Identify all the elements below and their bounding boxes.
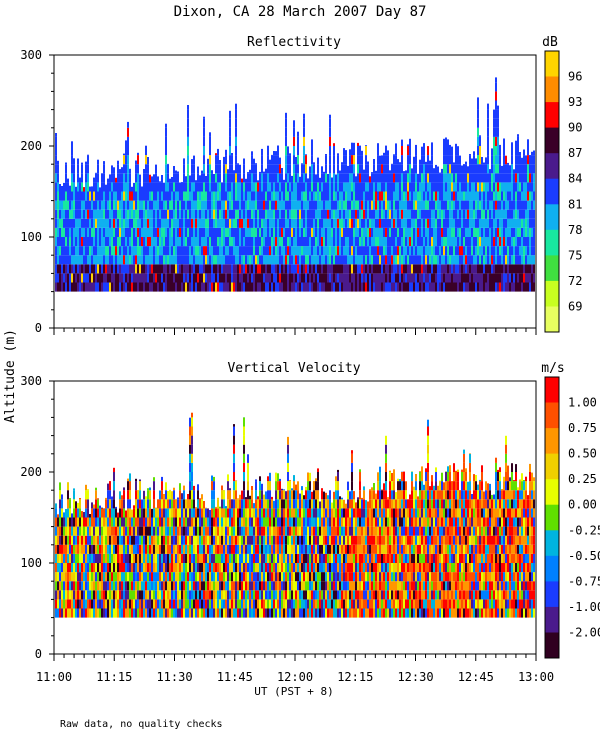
colorbar-swatch	[545, 153, 559, 180]
x-tick-label: 11:00	[36, 670, 72, 684]
x-tick-label: 12:15	[337, 670, 373, 684]
colorbar-label: 84	[568, 172, 582, 186]
colorbar-label: -0.25	[568, 523, 600, 537]
velocity-axes: 0 100 200 300 11:00 11:15 11:30 11:45 12:00 12:15…	[20, 374, 554, 684]
colorbar-frame	[544, 376, 560, 659]
colorbar-label: 93	[568, 95, 582, 109]
reflectivity-colorbar-unit: dB	[542, 35, 558, 50]
velocity-panel-title: Vertical Velocity	[227, 361, 360, 376]
colorbar-label: 75	[568, 248, 582, 262]
colorbar-label: -0.75	[568, 574, 600, 588]
colorbar-swatch	[545, 377, 559, 403]
velocity-colorbar-unit: m/s	[541, 361, 564, 376]
colorbar-swatch	[545, 428, 559, 455]
colorbar-swatch	[545, 402, 559, 429]
colorbar-swatch	[545, 453, 559, 480]
y-tick-label: 0	[35, 647, 42, 661]
velocity-colorbar: 1.00 0.75 0.50 0.25 0.00 -0.25 -0.50 -0.75 -1.00…	[544, 376, 600, 659]
x-tick-label: 11:30	[156, 670, 192, 684]
colorbar-label: -1.00	[568, 600, 600, 614]
y-tick-label: 0	[35, 321, 42, 335]
colorbar-swatch	[545, 632, 559, 659]
reflectivity-panel-title: Reflectivity	[247, 35, 341, 50]
colorbar-label: 81	[568, 197, 582, 211]
colorbar-label: -0.50	[568, 549, 600, 563]
colorbar-swatch	[545, 229, 559, 256]
colorbar-label: 72	[568, 274, 582, 288]
colorbar-swatch	[545, 530, 559, 557]
colorbar-label: -2.00	[568, 625, 600, 639]
colorbar-swatch	[545, 204, 559, 231]
colorbar-label: 87	[568, 146, 582, 160]
reflectivity-heatmap	[55, 77, 535, 292]
colorbar-swatch	[545, 127, 559, 154]
colorbar-label: 0.75	[568, 421, 597, 435]
y-axis-label: Altitude (m)	[3, 329, 18, 423]
y-tick-label: 300	[20, 374, 42, 388]
colorbar-label: 96	[568, 70, 582, 84]
reflectivity-colorbar: 96 93 90 87 84 81 78 75 72 69	[544, 50, 582, 333]
colorbar-label: 90	[568, 121, 582, 135]
colorbar-label: 0.00	[568, 498, 597, 512]
velocity-heatmap	[55, 412, 535, 618]
colorbar-swatch	[545, 479, 559, 506]
x-tick-label: 12:45	[458, 670, 494, 684]
y-tick-label: 100	[20, 230, 42, 244]
colorbar-swatch	[545, 102, 559, 129]
y-tick-label: 300	[20, 48, 42, 62]
colorbar-swatch	[545, 255, 559, 282]
colorbar-swatch	[545, 51, 559, 77]
colorbar-label: 1.00	[568, 396, 597, 410]
y-tick-label: 200	[20, 465, 42, 479]
y-tick-label: 200	[20, 139, 42, 153]
colorbar-label: 0.25	[568, 472, 597, 486]
chart-title: Dixon, CA 28 March 2007 Day 87	[174, 4, 427, 20]
colorbar-swatch	[545, 581, 559, 608]
colorbar-label: 69	[568, 299, 582, 313]
x-tick-label: 12:00	[277, 670, 313, 684]
colorbar-swatch	[545, 76, 559, 103]
y-tick-label: 100	[20, 556, 42, 570]
x-tick-label: 11:45	[217, 670, 253, 684]
x-tick-label: 12:30	[397, 670, 433, 684]
colorbar-swatch	[545, 306, 559, 333]
colorbar-label: 0.50	[568, 447, 597, 461]
footnote: Raw data, no quality checks	[60, 719, 223, 730]
colorbar-swatch	[545, 555, 559, 582]
x-tick-label: 13:00	[518, 670, 554, 684]
colorbar-swatch	[545, 280, 559, 307]
colorbar-swatch	[545, 504, 559, 531]
x-axis-label: UT (PST + 8)	[254, 685, 333, 698]
colorbar-label: 78	[568, 223, 582, 237]
colorbar-swatch	[545, 606, 559, 633]
reflectivity-axes: 0 100 200 300	[20, 48, 537, 335]
colorbar-frame	[544, 50, 560, 333]
colorbar-swatch	[545, 178, 559, 205]
x-tick-label: 11:15	[96, 670, 132, 684]
